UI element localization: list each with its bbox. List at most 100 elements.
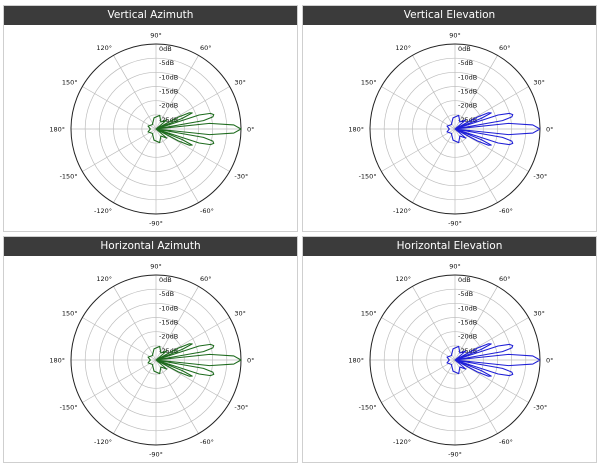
radiation-pattern-line [147,343,242,377]
angle-tick-label: -120° [393,438,411,446]
angle-tick-label: 150° [361,79,377,87]
radial-tick-label: -25dB [159,347,178,355]
grid-spoke [454,359,498,434]
chart-panel-vertical-elevation: Vertical Elevation 0dB -5dB -10dB -15dB -20d… [302,5,597,232]
angle-tick-label: 0° [247,126,254,134]
radiation-pattern-line [446,343,541,377]
radial-tick-label: -15dB [159,88,178,96]
angle-tick-label: 150° [361,310,377,318]
radiation-pattern-line [446,112,541,146]
grid-spoke [155,286,199,361]
grid-spoke [82,359,157,403]
radial-tick-label: -20dB [458,333,477,341]
radial-tick-label: 0dB [159,45,172,53]
radial-tick-label: -5dB [159,290,174,298]
angle-tick-label: -150° [359,173,377,181]
angle-tick-label: 30° [234,310,246,318]
angle-tick-label: 120° [395,275,411,283]
grid-spoke [381,317,456,361]
angle-tick-label: -90° [149,220,163,228]
angle-tick-label: -150° [359,404,377,412]
angle-tick-label: 90° [449,263,461,271]
chart-panel-vertical-azimuth: Vertical Azimuth 0dB -5dB -10dB -15dB -20dB -… [3,5,298,232]
angle-tick-label: 30° [533,79,545,87]
polar-plot: 0dB -5dB -10dB -15dB -20dB -25dB 0° 30° 60° 90° 12… [348,263,553,459]
angle-tick-label: 30° [533,310,545,318]
angle-tick-label: -120° [94,207,112,215]
radial-tick-label: -20dB [458,102,477,110]
grid-spoke [113,286,157,361]
grid-spoke [454,128,498,203]
radial-tick-label: 0dB [458,45,471,53]
angle-tick-label: -60° [499,438,513,446]
angle-tick-label: -60° [499,207,513,215]
radial-tick-label: -20dB [159,102,178,110]
radial-tick-label: -15dB [458,88,477,96]
angle-tick-label: -30° [533,173,547,181]
angle-tick-label: -90° [448,220,462,228]
radial-tick-label: -25dB [159,116,178,124]
radial-tick-label: -20dB [159,333,178,341]
grid-spoke [113,55,157,130]
polar-plot: 0dB -5dB -10dB -15dB -20dB -25dB 0° 30° 60° 90° 12… [49,263,254,459]
grid-spoke [82,128,157,172]
angle-tick-label: 90° [449,32,461,40]
radial-tick-label: -25dB [458,116,477,124]
polar-plot: 0dB -5dB -10dB -15dB -20dB -25dB 0° 30° 60° 90° 12… [49,32,254,228]
grid-spoke [454,286,498,361]
grid-spoke [412,128,456,203]
grid-spoke [113,128,157,203]
grid-spoke [155,359,199,434]
grid-spoke [82,86,157,130]
grid-spoke [113,359,157,434]
angle-tick-label: 180° [49,126,65,134]
radial-tick-label: -10dB [159,304,178,312]
angle-tick-label: 0° [546,126,553,134]
panel-title: Horizontal Azimuth [4,237,297,256]
angle-tick-label: -60° [200,438,214,446]
angle-tick-label: 0° [546,357,553,365]
angle-tick-label: -30° [234,404,248,412]
panel-title: Horizontal Elevation [303,237,596,256]
angle-tick-label: 0° [247,357,254,365]
grid-spoke [155,128,199,203]
radial-tick-label: -10dB [458,73,477,81]
radial-tick-label: -15dB [458,319,477,327]
chart-panel-horizontal-elevation: Horizontal Elevation 0dB -5dB -10dB -15dB -2… [302,236,597,463]
angle-tick-label: 60° [200,44,212,52]
angle-tick-label: 180° [348,357,364,365]
radial-tick-label: -10dB [458,304,477,312]
angle-tick-label: 120° [96,44,112,52]
angle-tick-label: -120° [393,207,411,215]
angle-tick-label: 60° [499,44,511,52]
angle-tick-label: -120° [94,438,112,446]
radial-tick-label: -10dB [159,73,178,81]
angle-tick-label: -30° [234,173,248,181]
radial-tick-label: 0dB [159,276,172,284]
angle-tick-label: 150° [62,79,78,87]
radial-tick-label: -5dB [159,59,174,67]
grid-spoke [155,55,199,130]
grid-spoke [82,317,157,361]
angle-tick-label: -150° [60,173,78,181]
angle-tick-label: -90° [149,451,163,459]
chart-panel-horizontal-azimuth: Horizontal Azimuth 0dB -5dB -10dB -15dB -20d… [3,236,298,463]
grid-spoke [412,55,456,130]
angle-tick-label: -90° [448,451,462,459]
angle-tick-label: 60° [200,275,212,283]
radial-tick-label: -5dB [458,59,473,67]
grid-spoke [381,86,456,130]
radiation-pattern-line [147,112,242,146]
radial-tick-label: -25dB [458,347,477,355]
angle-tick-label: 90° [150,32,162,40]
radial-tick-label: -5dB [458,290,473,298]
grid-spoke [454,55,498,130]
grid-spoke [412,286,456,361]
polar-plot: 0dB -5dB -10dB -15dB -20dB -25dB 0° 30° 60° 90° 12… [348,32,553,228]
angle-tick-label: -150° [60,404,78,412]
grid-spoke [381,128,456,172]
radial-tick-label: 0dB [458,276,471,284]
panel-title: Vertical Elevation [303,6,596,25]
radial-tick-label: -15dB [159,319,178,327]
angle-tick-label: 120° [395,44,411,52]
